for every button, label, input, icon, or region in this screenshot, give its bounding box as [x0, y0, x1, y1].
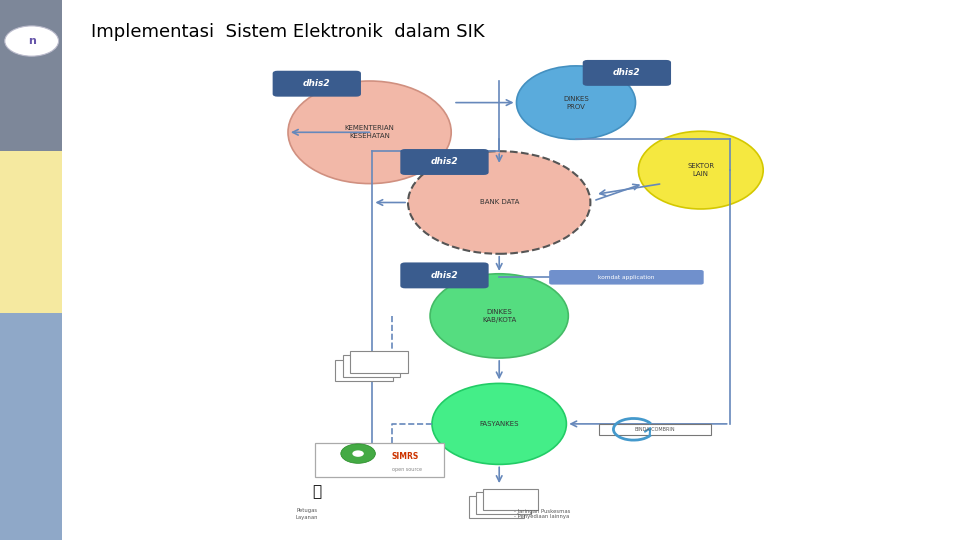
- FancyBboxPatch shape: [469, 496, 524, 518]
- Text: Petugas: Petugas: [297, 508, 318, 512]
- Text: dhis2: dhis2: [431, 271, 458, 280]
- Bar: [0, 313, 62, 540]
- Text: DINKES
PROV: DINKES PROV: [564, 96, 588, 110]
- FancyBboxPatch shape: [400, 149, 489, 175]
- Text: FASYANKES: FASYANKES: [479, 421, 519, 427]
- Text: - Jaringan Puskesmas
- Penyediaan lainnya: - Jaringan Puskesmas - Penyediaan lainny…: [514, 509, 570, 519]
- Text: BANK DATA: BANK DATA: [479, 199, 519, 206]
- Text: SEKTOR
LAIN: SEKTOR LAIN: [687, 163, 714, 177]
- Ellipse shape: [430, 274, 568, 358]
- Text: n: n: [28, 36, 36, 46]
- Text: komdat application: komdat application: [598, 275, 655, 280]
- Circle shape: [341, 444, 375, 463]
- FancyBboxPatch shape: [483, 489, 538, 510]
- Text: KEMENTERIAN
KESEHATAN: KEMENTERIAN KESEHATAN: [345, 125, 395, 139]
- FancyBboxPatch shape: [400, 262, 489, 288]
- FancyBboxPatch shape: [583, 60, 671, 86]
- FancyBboxPatch shape: [350, 351, 408, 373]
- Text: dhis2: dhis2: [303, 79, 330, 88]
- Circle shape: [352, 450, 364, 457]
- Circle shape: [5, 26, 59, 56]
- Text: Layanan: Layanan: [296, 515, 319, 519]
- FancyBboxPatch shape: [315, 443, 444, 477]
- Text: open source: open source: [392, 467, 421, 472]
- Text: BINDA-COMBRIN: BINDA-COMBRIN: [635, 427, 676, 432]
- FancyBboxPatch shape: [476, 492, 531, 514]
- Text: DINKES
KAB/KOTA: DINKES KAB/KOTA: [482, 309, 516, 323]
- Ellipse shape: [432, 383, 566, 464]
- Bar: [0, 0, 62, 151]
- Ellipse shape: [516, 66, 636, 139]
- Text: SIMRS: SIMRS: [392, 452, 419, 461]
- FancyBboxPatch shape: [343, 355, 400, 377]
- Ellipse shape: [638, 131, 763, 209]
- FancyBboxPatch shape: [273, 71, 361, 97]
- Ellipse shape: [408, 151, 590, 254]
- Ellipse shape: [288, 81, 451, 184]
- Bar: [0, 151, 62, 313]
- Text: dhis2: dhis2: [613, 69, 640, 77]
- Text: dhis2: dhis2: [431, 158, 458, 166]
- Text: 📱: 📱: [312, 484, 322, 499]
- Text: Implementasi  Sistem Elektronik  dalam SIK: Implementasi Sistem Elektronik dalam SIK: [91, 23, 485, 42]
- FancyBboxPatch shape: [335, 360, 393, 381]
- FancyBboxPatch shape: [549, 270, 704, 285]
